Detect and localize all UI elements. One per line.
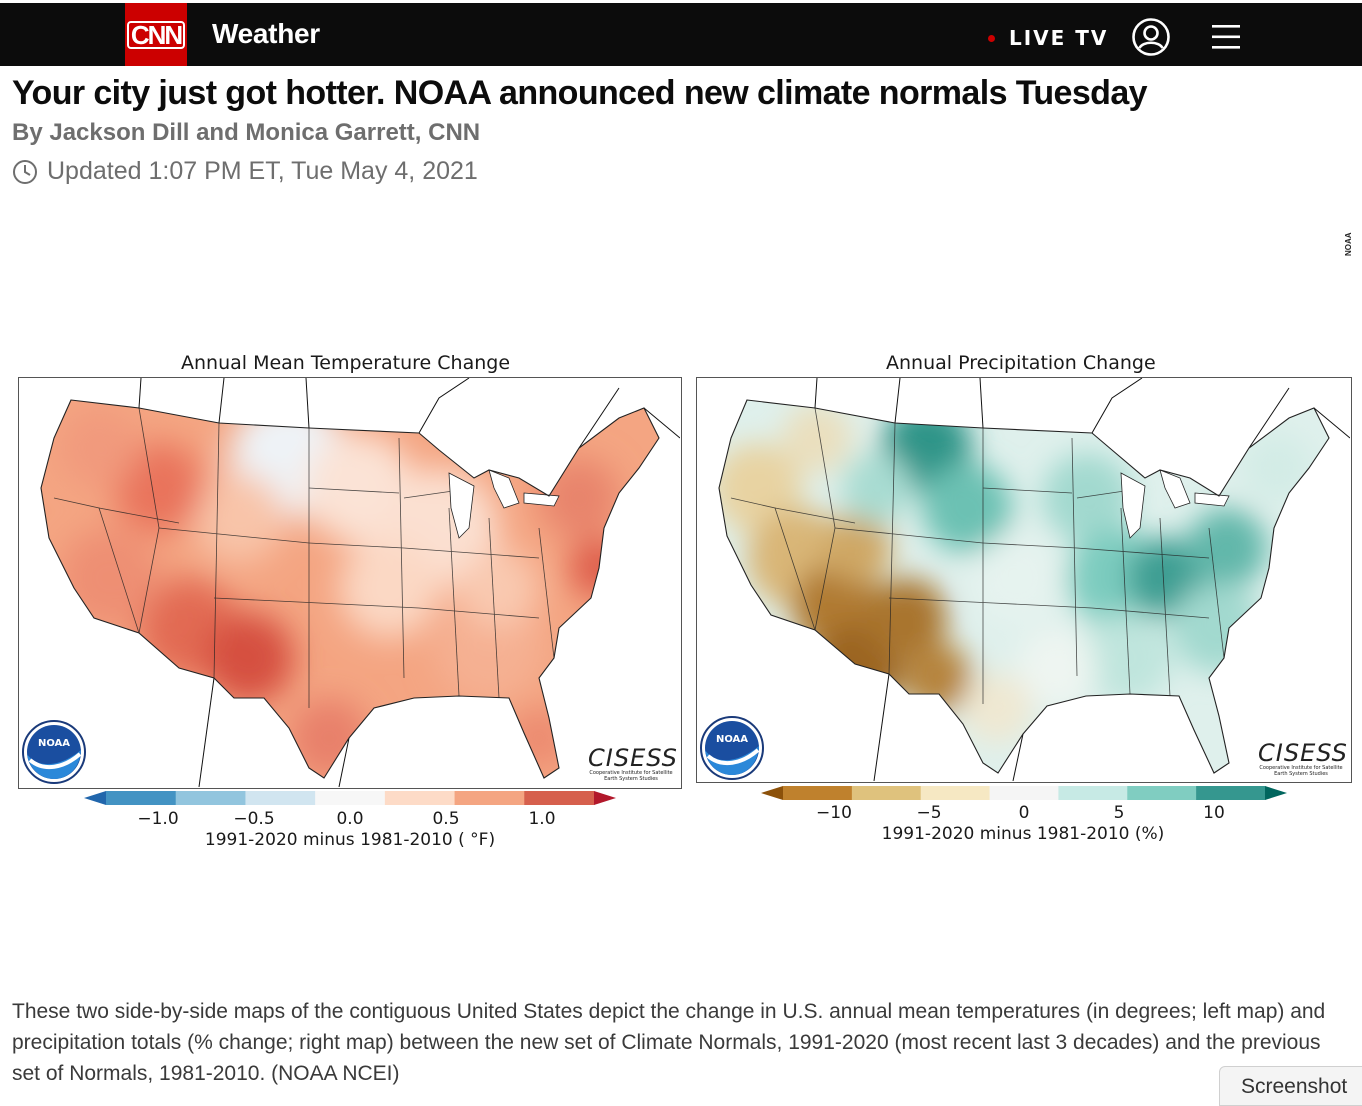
noaa-logo-left: NOAA [22,720,86,784]
cisess-sub-right: Cooperative Institute for Satellite Eart… [1259,765,1343,777]
article-timestamp: Updated 1:07 PM ET, Tue May 4, 2021 [12,157,478,186]
image-credit: NOAA [1344,232,1353,256]
cisess-sub-left: Cooperative Institute for Satellite Eart… [589,770,673,782]
left-map-title: Annual Mean Temperature Change [181,352,511,374]
cisess-logo-left: CISESS Cooperative Institute for Satelli… [588,744,678,782]
temperature-colorbar-segment [454,791,525,805]
live-tv-link[interactable]: LIVE TV [1009,26,1109,50]
temperature-colorbar-tick-label: 0.5 [432,809,460,829]
right-colorbar-label: 1991-2020 minus 1981-2010 (%) [881,824,1165,844]
article-byline: By Jackson Dill and Monica Garrett, CNN [12,119,481,146]
cnn-logo-text: CNN [126,20,186,49]
temperature-change-map [18,377,682,789]
temperature-colorbar-segment [175,791,246,805]
precipitation-colorbar-segment [1127,786,1197,800]
temperature-colorbar-tick-label: −0.5 [233,809,275,829]
temperature-colorbar-low-arrow [84,791,106,805]
article-headline: Your city just got hotter. NOAA announce… [12,74,1148,112]
section-link-weather[interactable]: Weather [212,18,320,49]
precipitation-colorbar-segment [989,786,1059,800]
precipitation-colorbar-tick-label: −5 [916,803,942,823]
temperature-colorbar [84,791,616,805]
left-colorbar-label: 1991-2020 minus 1981-2010 ( °F) [204,830,496,850]
account-icon[interactable] [1131,17,1171,57]
noaa-logo-right: NOAA [700,716,764,780]
clock-icon [13,159,37,184]
precipitation-colorbar-segment [1196,786,1266,800]
cisess-logo-text-right: CISESS [1258,739,1348,767]
temperature-colorbar-high-arrow [594,791,616,805]
temperature-colorbar-segment [384,791,456,805]
precipitation-change-map [696,377,1352,783]
temperature-colorbar-tick-label: 0.0 [336,809,364,829]
temperature-colorbar-segment [106,791,177,805]
precipitation-colorbar-tick-label: 10 [1203,803,1225,823]
temperature-colorbar-segment [245,791,316,805]
temperature-colorbar-tick-label: −1.0 [137,809,179,829]
precipitation-colorbar-tick-label: 0 [1018,803,1030,823]
temperature-colorbar-tick-label: 1.0 [528,809,556,829]
precipitation-colorbar-segment [1058,786,1128,800]
noaa-logo-text-right: NOAA [716,734,748,745]
precipitation-colorbar-high-arrow [1265,786,1287,800]
right-map-title: Annual Precipitation Change [886,352,1156,374]
temperature-colorbar-segment [315,791,386,805]
live-indicator-dot [988,35,995,42]
timestamp-text: Updated 1:07 PM ET, Tue May 4, 2021 [47,157,478,185]
screenshot-button[interactable]: Screenshot [1219,1066,1362,1106]
precipitation-colorbar-tick-label: −10 [816,803,852,823]
noaa-logo-text-left: NOAA [38,738,70,749]
temperature-colorbar-segment [524,791,595,805]
cisess-logo-text-left: CISESS [588,744,678,772]
menu-icon[interactable] [1211,22,1241,52]
precipitation-colorbar-segment [851,786,922,800]
temperature-map-graphic [19,378,680,787]
precipitation-colorbar-low-arrow [761,786,783,800]
precipitation-colorbar-segment [783,786,853,800]
precipitation-map-graphic [697,378,1350,781]
cnn-logo[interactable]: CNN [125,3,187,66]
top-navigation-bar: CNN Weather LIVE TV [0,0,1362,66]
cisess-logo-right: CISESS Cooperative Institute for Satelli… [1258,739,1348,777]
precipitation-colorbar-segment [920,786,991,800]
figure-caption: These two side-by-side maps of the conti… [12,1000,1326,1085]
precipitation-colorbar-tick-label: 5 [1113,803,1125,823]
precipitation-colorbar [761,786,1287,800]
